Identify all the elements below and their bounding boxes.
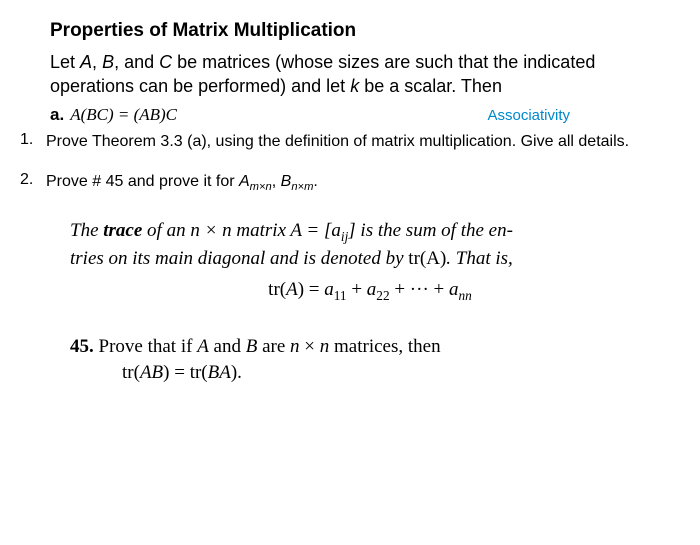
trace-definition: The trace of an n × n matrix A = [aij] i… bbox=[70, 218, 670, 304]
p45-are: are bbox=[257, 336, 290, 357]
f-sub11: 11 bbox=[334, 288, 347, 303]
f-plus1: + bbox=[347, 279, 367, 300]
q2-var-a: A bbox=[239, 173, 250, 190]
f-tr: tr( bbox=[268, 279, 286, 300]
p45-formula: tr(AB) = tr(BA). bbox=[122, 362, 670, 384]
intro-var-c: C bbox=[159, 52, 172, 72]
intro-comma2: , and bbox=[114, 52, 159, 72]
p45-a: A bbox=[197, 336, 209, 357]
def-line-1: The trace of an n × n matrix A = [aij] i… bbox=[70, 218, 670, 246]
intro-var-b: B bbox=[102, 52, 114, 72]
q2-sub-b: n×m bbox=[291, 181, 313, 193]
intro-part1: Let bbox=[50, 52, 80, 72]
p45-prove: Prove that if bbox=[94, 336, 197, 357]
f-close: ) = bbox=[298, 279, 325, 300]
q2-prefix: Prove # 45 and prove it for bbox=[46, 173, 239, 190]
f-a22: a bbox=[367, 279, 377, 300]
property-equation: A(BC) = (AB)C bbox=[70, 105, 177, 125]
def-part-c: ] is the sum of the en- bbox=[348, 220, 513, 241]
f-sub22: 22 bbox=[376, 288, 389, 303]
question-1-number: 1. bbox=[20, 131, 46, 149]
section-title: Properties of Matrix Multiplication bbox=[50, 20, 670, 42]
f-a11: a bbox=[324, 279, 334, 300]
p45-n1: n bbox=[290, 336, 300, 357]
trace-formula: tr(A) = a11 + a22 + ··· + ann bbox=[70, 279, 670, 304]
def-line-2: tries on its main diagonal and is denote… bbox=[70, 246, 670, 273]
def-tr-a: tr(A) bbox=[408, 248, 446, 269]
question-1: 1. Prove Theorem 3.3 (a), using the defi… bbox=[20, 131, 670, 153]
f-subnn: nn bbox=[459, 288, 472, 303]
property-letter: a. bbox=[50, 105, 64, 125]
intro-var-k: k bbox=[350, 76, 359, 96]
f-a: A bbox=[286, 279, 298, 300]
q2-var-b: B bbox=[281, 173, 292, 190]
p45-times: × bbox=[300, 336, 320, 357]
problem-45: 45. Prove that if A and B are n × n matr… bbox=[70, 334, 670, 385]
def-line2-end: . That is, bbox=[446, 248, 513, 269]
p45-statement: 45. Prove that if A and B are n × n matr… bbox=[70, 334, 670, 361]
q2-comma: , bbox=[272, 173, 281, 190]
def-the: The bbox=[70, 220, 103, 241]
p45-n2: n bbox=[320, 336, 330, 357]
property-label: Associativity bbox=[487, 107, 570, 124]
def-trace-word: trace bbox=[103, 220, 142, 241]
question-2-number: 2. bbox=[20, 171, 46, 189]
question-2-text: Prove # 45 and prove it for Am×n, Bn×m. bbox=[46, 171, 318, 196]
f-ann: a bbox=[449, 279, 459, 300]
p45-and: and bbox=[209, 336, 246, 357]
p45-number: 45. bbox=[70, 336, 94, 357]
p45-end: matrices, then bbox=[329, 336, 440, 357]
q2-sub-a: m×n bbox=[250, 181, 272, 193]
f-plus2: + ··· + bbox=[390, 279, 449, 300]
question-2: 2. Prove # 45 and prove it for Am×n, Bn×… bbox=[20, 171, 670, 196]
def-line2-text: tries on its main diagonal and is denote… bbox=[70, 248, 408, 269]
intro-part3: be a scalar. Then bbox=[359, 76, 502, 96]
intro-comma1: , bbox=[92, 52, 102, 72]
q2-period: . bbox=[313, 173, 317, 190]
intro-var-a: A bbox=[80, 52, 92, 72]
def-part-b: of an n × n matrix A = [a bbox=[142, 220, 341, 241]
p45-b: B bbox=[246, 336, 258, 357]
question-1-text: Prove Theorem 3.3 (a), using the definit… bbox=[46, 131, 629, 153]
property-a-row: a. A(BC) = (AB)C Associativity bbox=[50, 105, 670, 125]
intro-text: Let A, B, and C be matrices (whose sizes… bbox=[50, 50, 670, 99]
